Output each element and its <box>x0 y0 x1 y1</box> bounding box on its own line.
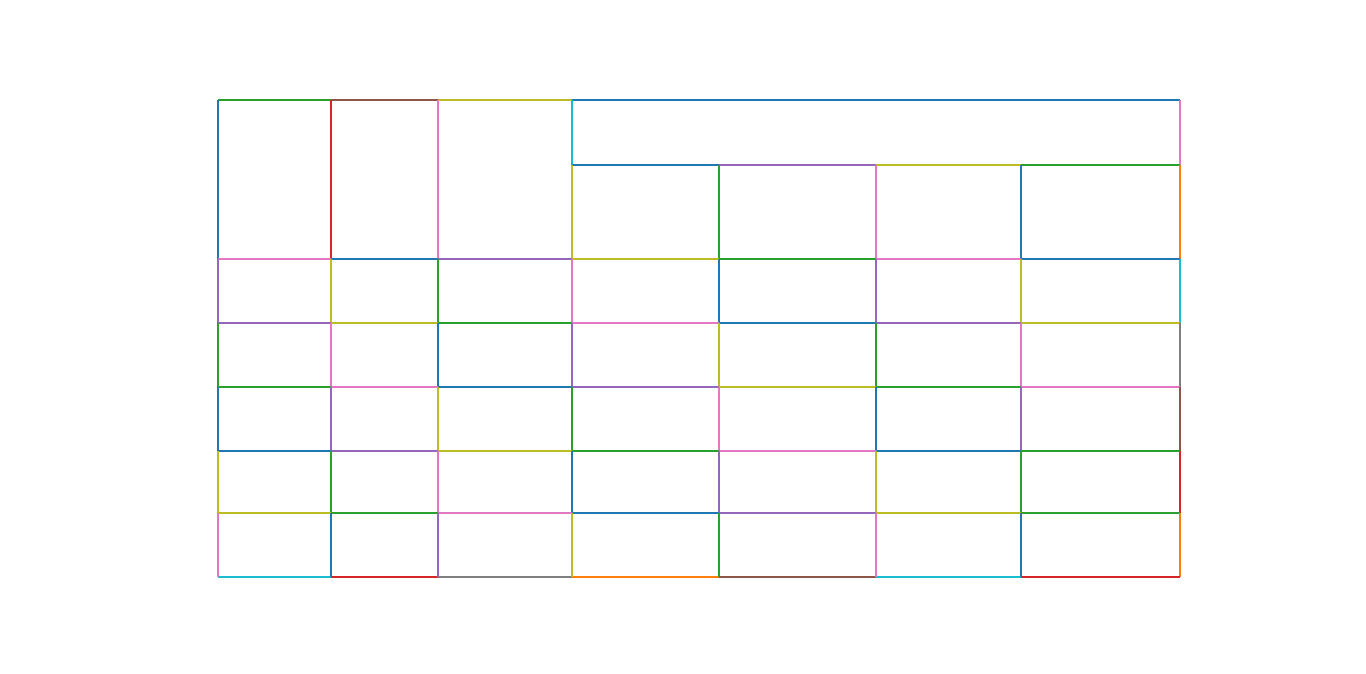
cells-layer <box>217 99 1181 578</box>
grid-cell <box>1020 512 1181 578</box>
